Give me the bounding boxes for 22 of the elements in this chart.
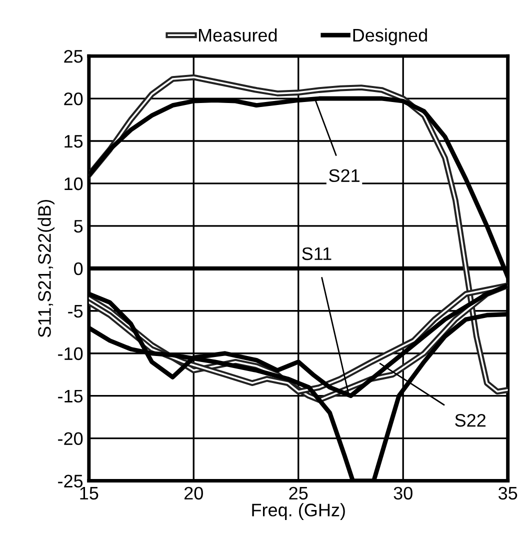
- annotation: S11: [302, 247, 332, 260]
- y-axis-title: S11,S21,S22(dB): [38, 200, 54, 338]
- annotation: S21: [329, 169, 360, 182]
- annotation: S22: [455, 414, 486, 427]
- y-tick-label: 0: [74, 262, 83, 276]
- y-tick-label: 20: [64, 92, 83, 106]
- y-tick-label: -15: [58, 390, 83, 403]
- y-tick-label: 15: [64, 135, 83, 148]
- y-tick-label: 10: [64, 177, 83, 190]
- x-tick-label: 20: [184, 486, 203, 500]
- x-tick-label: 30: [394, 486, 412, 500]
- x-tick-label: 35: [498, 486, 518, 500]
- x-axis-title: Freq. (GHz): [252, 503, 345, 520]
- y-tick-label: -20: [58, 432, 83, 446]
- y-tick-label: -5: [68, 305, 83, 318]
- y-tick-label: 25: [64, 50, 83, 63]
- y-tick-label: 5: [74, 220, 83, 233]
- legend-label: Measured: [199, 28, 277, 42]
- y-tick-label: -25: [58, 474, 83, 488]
- y-tick-label: -10: [58, 347, 83, 360]
- legend-label: Designed: [353, 28, 427, 46]
- x-tick-label: 25: [289, 486, 308, 500]
